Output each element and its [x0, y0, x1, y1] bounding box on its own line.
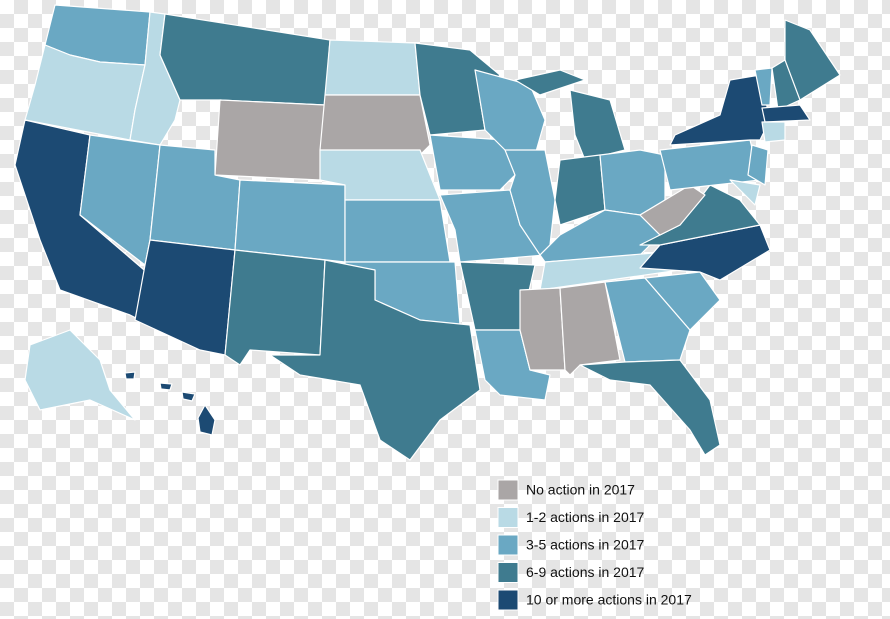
states: [14, 4, 841, 461]
state: [429, 134, 516, 191]
state: [344, 199, 451, 263]
state: [771, 59, 801, 111]
legend-label: No action in 2017: [526, 482, 635, 498]
legend-label: 3-5 actions in 2017: [526, 537, 645, 553]
legend-label: 1-2 actions in 2017: [526, 509, 645, 525]
state: [159, 13, 331, 106]
state: [604, 277, 691, 363]
state: [519, 287, 566, 371]
state: [159, 382, 173, 391]
state: [579, 359, 721, 456]
legend-label: 10 or more actions in 2017: [526, 592, 692, 608]
state: [181, 391, 196, 402]
state: [754, 67, 773, 106]
state: [234, 179, 346, 263]
legend-swatch: [497, 562, 519, 583]
legend: No action in 2017 1-2 actions in 2017 3-5 …: [497, 479, 692, 611]
legend-swatch: [497, 507, 519, 528]
legend-label: 6-9 actions in 2017: [526, 564, 645, 580]
state: [554, 154, 606, 226]
state: [269, 259, 481, 461]
legend-swatch: [497, 534, 519, 556]
state: [761, 121, 786, 143]
state: [197, 404, 216, 436]
state: [669, 74, 771, 146]
state: [761, 104, 811, 123]
state: [319, 94, 431, 156]
state: [569, 89, 626, 161]
state: [134, 239, 236, 356]
state: [729, 179, 761, 206]
state: [124, 371, 136, 380]
state: [644, 271, 721, 331]
legend-swatch: [497, 479, 519, 501]
state: [214, 99, 326, 181]
state: [514, 69, 586, 96]
state: [324, 39, 421, 96]
legend-swatch: [497, 589, 519, 611]
state: [639, 184, 706, 236]
state: [24, 329, 136, 421]
state: [224, 249, 326, 366]
state: [747, 144, 769, 186]
